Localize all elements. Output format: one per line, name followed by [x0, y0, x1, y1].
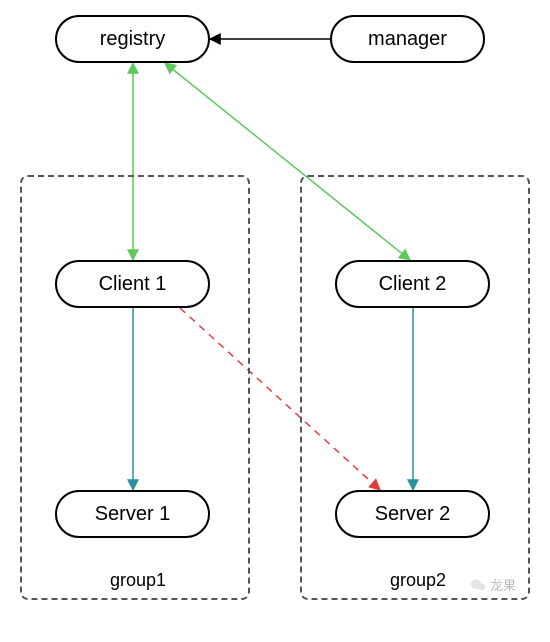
- manager-label: manager: [368, 28, 447, 51]
- server1-node: Server 1: [55, 490, 210, 538]
- manager-node: manager: [330, 15, 485, 63]
- watermark: 龙果: [470, 575, 516, 594]
- client1-node: Client 1: [55, 260, 210, 308]
- client2-node: Client 2: [335, 260, 490, 308]
- server2-node: Server 2: [335, 490, 490, 538]
- client1-label: Client 1: [99, 273, 167, 296]
- group2-label: group2: [390, 570, 446, 591]
- client2-label: Client 2: [379, 273, 447, 296]
- wechat-icon: [470, 578, 486, 592]
- registry-label: registry: [100, 28, 166, 51]
- server1-label: Server 1: [95, 503, 171, 526]
- server2-label: Server 2: [375, 503, 451, 526]
- group1-label: group1: [110, 570, 166, 591]
- registry-node: registry: [55, 15, 210, 63]
- watermark-text: 龙果: [490, 575, 516, 594]
